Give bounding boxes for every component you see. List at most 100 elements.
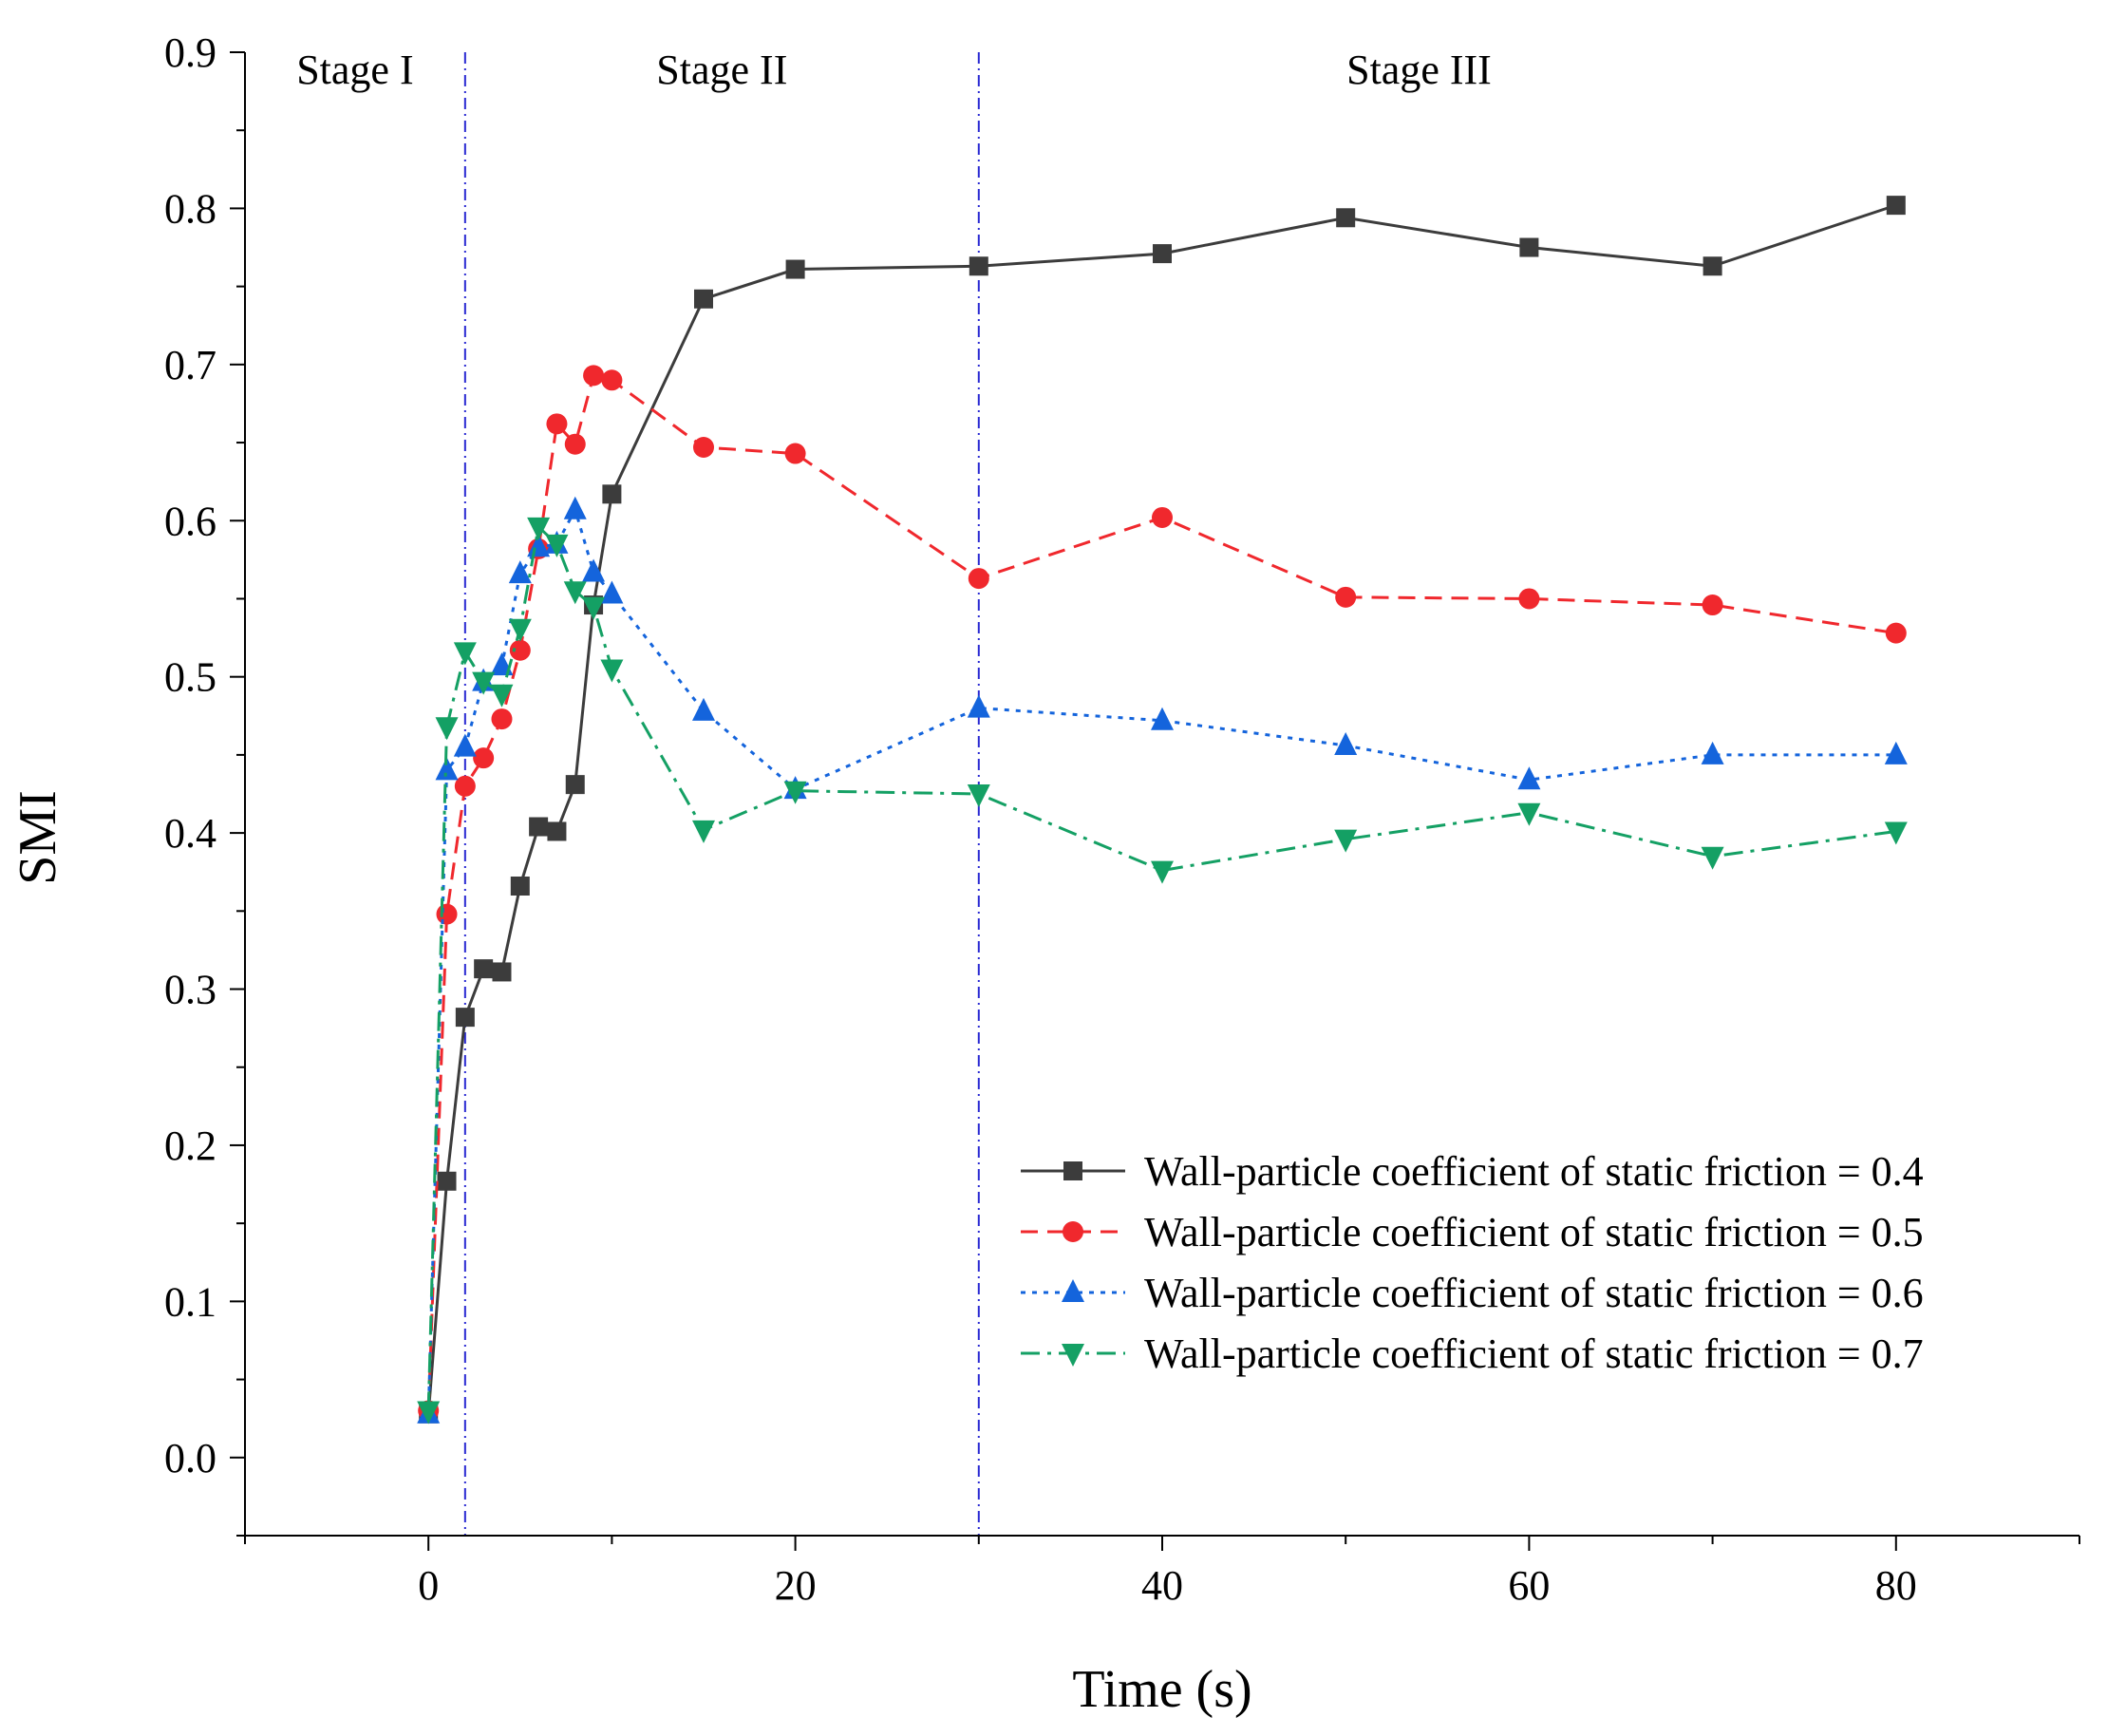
data-point bbox=[1334, 829, 1358, 853]
data-point bbox=[600, 580, 624, 604]
data-point bbox=[435, 717, 459, 741]
data-point bbox=[1334, 732, 1358, 756]
legend-label: Wall-particle coefficient of static fric… bbox=[1144, 1209, 1924, 1255]
stage-label: Stage II bbox=[656, 47, 787, 93]
y-tick-label: 0.3 bbox=[164, 967, 216, 1013]
data-point bbox=[509, 639, 531, 661]
y-tick-label: 0.7 bbox=[164, 342, 216, 388]
data-point bbox=[436, 903, 458, 925]
legend-item: Wall-particle coefficient of static fric… bbox=[1021, 1209, 1924, 1255]
data-point bbox=[529, 817, 549, 837]
x-tick-label: 20 bbox=[775, 1562, 817, 1609]
data-point bbox=[490, 684, 514, 708]
x-axis-label: Time (s) bbox=[1072, 1660, 1251, 1719]
x-tick-label: 80 bbox=[1875, 1562, 1917, 1609]
data-point bbox=[1517, 766, 1541, 790]
data-point bbox=[1701, 846, 1724, 870]
data-point bbox=[692, 697, 715, 721]
x-tick-label: 60 bbox=[1508, 1562, 1550, 1609]
data-point bbox=[1886, 196, 1906, 216]
data-point bbox=[1336, 208, 1356, 228]
data-point bbox=[474, 959, 494, 979]
data-point bbox=[692, 820, 715, 843]
data-point bbox=[565, 775, 585, 795]
data-point bbox=[1884, 821, 1908, 845]
data-point bbox=[967, 694, 990, 718]
data-point bbox=[785, 259, 805, 279]
x-tick-label: 40 bbox=[1141, 1562, 1183, 1609]
series-2 bbox=[418, 365, 1907, 1422]
data-point bbox=[968, 568, 989, 590]
legend-label: Wall-particle coefficient of static fric… bbox=[1144, 1270, 1924, 1316]
series-4 bbox=[417, 517, 1908, 1425]
data-point bbox=[583, 365, 605, 387]
legend-label: Wall-particle coefficient of static fric… bbox=[1144, 1148, 1924, 1195]
data-point bbox=[601, 369, 623, 391]
data-point bbox=[1703, 256, 1722, 276]
data-point bbox=[582, 558, 606, 582]
data-point bbox=[508, 618, 532, 642]
data-point bbox=[1335, 586, 1357, 608]
legend-swatch-marker bbox=[1062, 1344, 1084, 1367]
y-tick-label: 0.4 bbox=[164, 810, 216, 857]
stage-label: Stage III bbox=[1346, 47, 1492, 93]
data-point bbox=[967, 784, 990, 807]
legend-label: Wall-particle coefficient of static fric… bbox=[1144, 1330, 1924, 1377]
legend-item: Wall-particle coefficient of static fric… bbox=[1021, 1330, 1924, 1377]
y-tick-label: 0.9 bbox=[164, 29, 216, 76]
y-tick-label: 0.1 bbox=[164, 1278, 216, 1325]
data-point bbox=[1151, 860, 1174, 884]
data-point bbox=[1884, 741, 1908, 764]
data-point bbox=[453, 733, 477, 757]
data-point bbox=[1153, 244, 1172, 264]
data-point bbox=[437, 1171, 457, 1191]
data-point bbox=[784, 443, 806, 464]
y-tick-label: 0.5 bbox=[164, 654, 216, 701]
data-point bbox=[1885, 622, 1907, 644]
data-point bbox=[417, 1401, 441, 1425]
data-point bbox=[1701, 741, 1724, 764]
axes: 0.0 0.1 0.2 0.3 0.4 0.5 0.6 0.7 0.8 0.9 0 20 40 60 80 T… bbox=[9, 29, 2080, 1719]
data-point bbox=[453, 642, 477, 666]
data-point bbox=[563, 581, 587, 605]
data-point bbox=[473, 747, 495, 769]
legend-swatch-marker bbox=[1062, 1279, 1084, 1302]
legend: Wall-particle coefficient of static fric… bbox=[1021, 1148, 1924, 1377]
data-point bbox=[491, 708, 513, 730]
data-point bbox=[510, 877, 530, 896]
data-point bbox=[508, 560, 532, 584]
data-point bbox=[693, 436, 714, 458]
series-group bbox=[417, 196, 1908, 1425]
legend-swatch-marker bbox=[1063, 1161, 1082, 1180]
x-tick-label: 0 bbox=[418, 1562, 439, 1609]
data-point bbox=[1517, 802, 1541, 826]
legend-item: Wall-particle coefficient of static fric… bbox=[1021, 1270, 1924, 1316]
data-point bbox=[582, 596, 606, 620]
y-tick-label: 0.6 bbox=[164, 498, 216, 544]
data-point bbox=[969, 256, 988, 276]
data-point bbox=[694, 289, 713, 309]
data-point bbox=[1152, 506, 1173, 528]
data-point bbox=[546, 413, 568, 435]
data-point bbox=[783, 781, 807, 804]
data-point bbox=[1519, 237, 1539, 257]
data-point bbox=[1702, 594, 1723, 616]
y-tick-label: 0.0 bbox=[164, 1435, 216, 1481]
data-point bbox=[1151, 707, 1174, 730]
data-point bbox=[435, 757, 459, 781]
y-tick-label: 0.2 bbox=[164, 1123, 216, 1169]
data-point bbox=[492, 962, 512, 982]
data-point bbox=[600, 659, 624, 683]
legend-swatch-marker bbox=[1063, 1221, 1083, 1242]
data-point bbox=[472, 671, 496, 695]
data-point bbox=[547, 821, 567, 841]
stage-divider-group: Stage I Stage II Stage III bbox=[296, 47, 1492, 1536]
data-point bbox=[527, 517, 551, 540]
stage-label: Stage I bbox=[296, 47, 413, 93]
y-axis-label: SMI bbox=[9, 790, 67, 885]
y-tick-label: 0.8 bbox=[164, 185, 216, 232]
data-point bbox=[602, 484, 622, 504]
data-point bbox=[545, 534, 569, 557]
legend-item: Wall-particle coefficient of static fric… bbox=[1021, 1148, 1924, 1195]
